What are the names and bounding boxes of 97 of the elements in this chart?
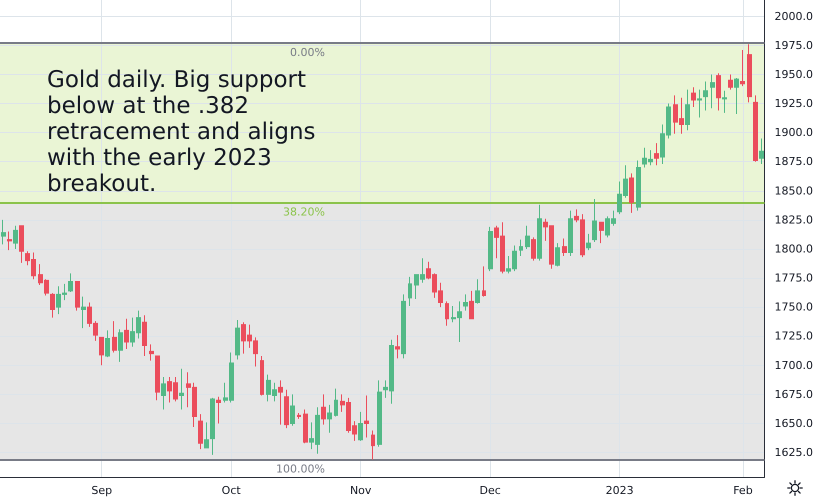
candlestick bbox=[75, 281, 80, 312]
candlestick bbox=[290, 394, 295, 426]
annotation: 0.00% bbox=[290, 46, 325, 60]
y-tick-label: 1750.0 bbox=[774, 300, 814, 314]
candlestick bbox=[364, 395, 369, 438]
candlestick bbox=[395, 334, 400, 359]
y-tick-label: 1850.0 bbox=[774, 184, 814, 198]
candlestick bbox=[81, 296, 86, 329]
x-tick-label: Nov bbox=[350, 484, 372, 497]
x-tick-label: Sep bbox=[91, 484, 112, 497]
candlestick bbox=[445, 300, 449, 326]
y-tick-label: 1875.0 bbox=[774, 155, 814, 168]
candlestick bbox=[161, 376, 166, 410]
candlestick bbox=[334, 388, 338, 417]
candlestick bbox=[297, 412, 301, 420]
candlestick bbox=[469, 290, 474, 320]
candlestick bbox=[303, 409, 308, 444]
candlestick bbox=[204, 422, 209, 448]
candlestick bbox=[562, 238, 567, 256]
candlestick bbox=[155, 356, 160, 401]
candlestick bbox=[531, 236, 536, 262]
candlestick bbox=[260, 356, 264, 396]
candlestick bbox=[629, 172, 634, 214]
candlestick bbox=[537, 204, 542, 262]
candlestick bbox=[555, 242, 560, 267]
candlestick bbox=[142, 314, 147, 357]
y-tick-label: 1675.0 bbox=[774, 388, 814, 401]
x-tick-label: Feb bbox=[733, 484, 753, 497]
y-tick-label: 1975.0 bbox=[774, 38, 814, 52]
candlestick bbox=[401, 294, 406, 359]
candlestick bbox=[685, 89, 690, 131]
candlestick bbox=[7, 231, 12, 251]
candlestick bbox=[371, 430, 375, 460]
candlestick bbox=[586, 233, 591, 251]
candlestick bbox=[112, 320, 117, 354]
candlestick bbox=[13, 225, 18, 250]
x-tick-label: Dec bbox=[480, 484, 501, 497]
y-tick-label: 1900.0 bbox=[774, 126, 814, 140]
y-tick-label: 1925.0 bbox=[774, 97, 814, 110]
candlestick bbox=[149, 344, 154, 362]
candlestick bbox=[519, 239, 523, 256]
y-tick-label: 2000.0 bbox=[774, 10, 814, 23]
candlestick bbox=[179, 368, 184, 410]
candlestick bbox=[235, 319, 240, 360]
candlestick bbox=[728, 74, 733, 90]
candlestick bbox=[482, 266, 486, 298]
candlestick bbox=[327, 404, 332, 434]
candlestick bbox=[592, 198, 597, 242]
candlestick bbox=[198, 414, 203, 450]
candlestick bbox=[118, 328, 123, 362]
y-tick-label: 1725.0 bbox=[774, 330, 814, 343]
candlestick bbox=[124, 318, 129, 350]
candlestick bbox=[568, 210, 573, 256]
candlestick bbox=[1, 219, 6, 245]
candlestick bbox=[321, 394, 326, 426]
candlestick bbox=[50, 292, 55, 318]
y-tick-label: 1800.0 bbox=[774, 242, 814, 256]
candlestick bbox=[654, 142, 659, 166]
candlestick bbox=[68, 272, 73, 293]
candlestick bbox=[753, 94, 758, 162]
y-tick-label: 1775.0 bbox=[774, 272, 814, 285]
y-tick-label: 1825.0 bbox=[774, 213, 814, 226]
text: Gold daily. Big support below at the .382 retracement and aligns with the early 2023 breakout. bbox=[47, 67, 323, 197]
candlestick bbox=[358, 411, 363, 442]
candlestick bbox=[599, 222, 604, 244]
candlestick bbox=[636, 160, 641, 212]
candlestick bbox=[703, 80, 708, 112]
candlestick bbox=[716, 72, 721, 112]
candlestick bbox=[475, 278, 480, 304]
candlestick bbox=[697, 89, 702, 118]
y-tick-label: 1650.0 bbox=[774, 416, 814, 430]
candlestick bbox=[759, 138, 764, 165]
candlestick bbox=[19, 225, 24, 264]
candlestick bbox=[740, 50, 745, 87]
annotation: 100.00% bbox=[276, 462, 325, 476]
candlestick bbox=[99, 336, 104, 366]
candlestick bbox=[105, 330, 110, 358]
candlestick bbox=[525, 225, 530, 250]
candlestick bbox=[488, 226, 493, 272]
candlestick bbox=[216, 396, 221, 424]
candlestick bbox=[691, 86, 696, 108]
candlestick bbox=[463, 294, 468, 312]
y-tick-label: 1950.0 bbox=[774, 68, 814, 81]
x-tick-label: 2023 bbox=[606, 484, 634, 497]
candlestick bbox=[710, 74, 715, 109]
candlestick bbox=[377, 380, 382, 448]
x-tick-label: Oct bbox=[222, 484, 242, 497]
annotation: 38.20% bbox=[283, 205, 325, 218]
candlestick bbox=[210, 397, 215, 456]
y-tick-label: 1625.0 bbox=[774, 446, 814, 460]
candlestick bbox=[722, 90, 727, 114]
y-tick-label: 1700.0 bbox=[774, 358, 814, 372]
candlestick bbox=[408, 276, 412, 306]
candlestick bbox=[734, 77, 739, 115]
candlestick bbox=[284, 389, 289, 429]
candlestick bbox=[747, 44, 752, 103]
candlestick bbox=[278, 380, 283, 426]
